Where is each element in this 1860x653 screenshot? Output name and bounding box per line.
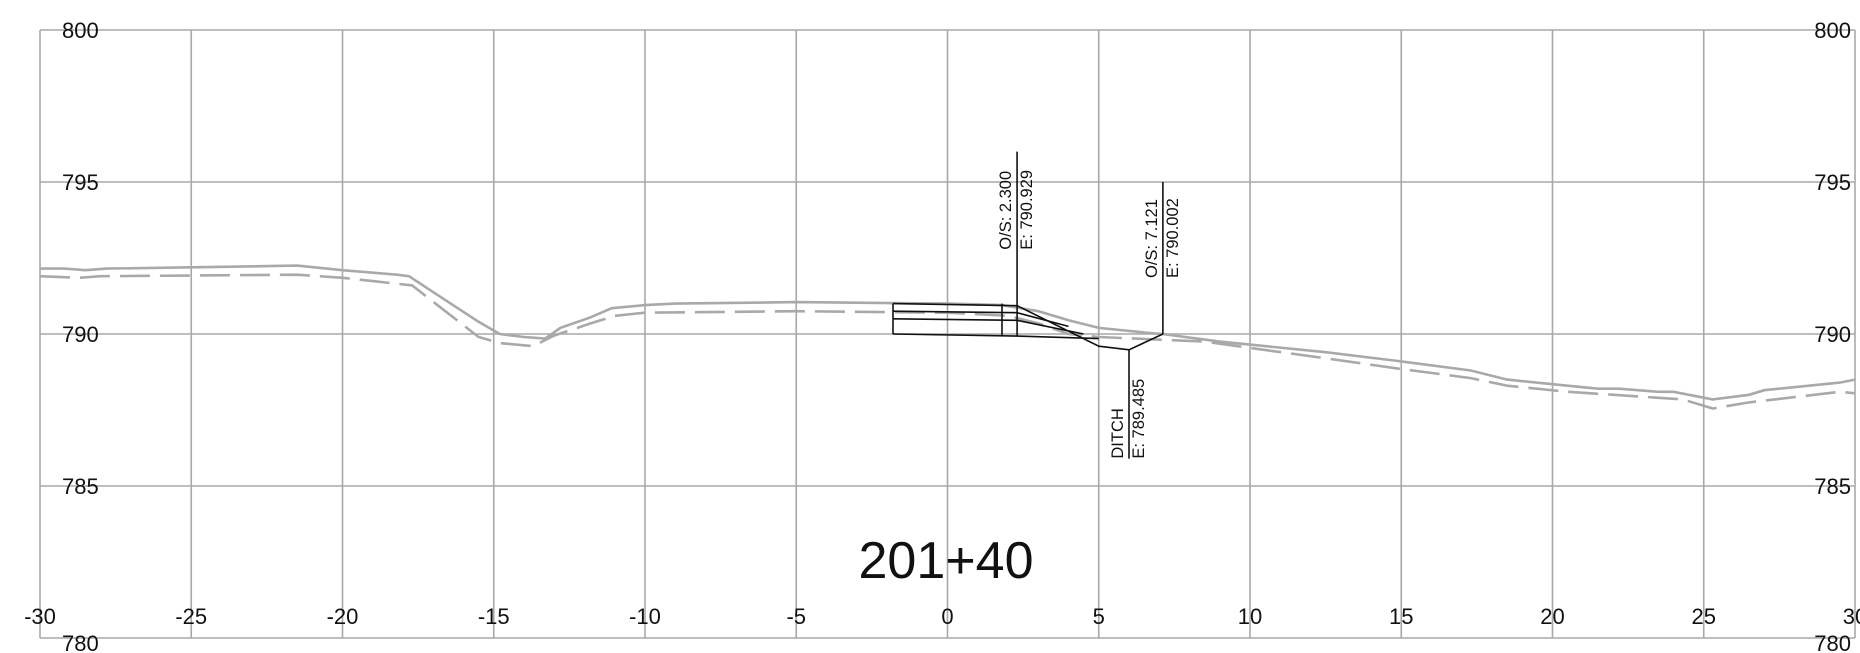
offset-tick-label: -15 (478, 604, 510, 629)
elevation-tick-label-right: 795 (1814, 170, 1851, 195)
elevation-tick-label-left: 780 (62, 631, 99, 653)
elevation-tick-label-left: 785 (62, 474, 99, 499)
callouts: O/S: 2.300 E: 790.929 O/S: 7.121 E: 790.002… (997, 151, 1182, 459)
elevation-tick-label-right: 800 (1814, 18, 1851, 43)
template-outline (892, 302, 1164, 351)
elevation-tick-label-left: 795 (62, 170, 99, 195)
offset-tick-label: -25 (175, 604, 207, 629)
proposed-template (892, 302, 1164, 351)
offset-tick-label: 25 (1692, 604, 1716, 629)
offset-tick-label: -5 (786, 604, 806, 629)
callout-text-line: E: 789.485 (1130, 379, 1148, 459)
elevation-tick-label-left: 790 (62, 322, 99, 347)
offset-tick-label: 5 (1093, 604, 1105, 629)
pavement-layer-line (892, 333, 1099, 340)
elevation-tick-label-right: 780 (1814, 631, 1851, 653)
callout-text-line: DITCH (1109, 408, 1127, 458)
elevation-tick-label-right: 785 (1814, 474, 1851, 499)
elevation-tick-label-right: 790 (1814, 322, 1851, 347)
elevation-tick-label-left: 800 (62, 18, 99, 43)
pavement-layer-line (892, 318, 1084, 335)
offset-tick-label: -10 (629, 604, 661, 629)
axis-labels: -30 -25 -20 -15 -10 -5 0 5 10 15 20 25 30 800 800 795 79… (24, 18, 1860, 653)
callout-text-line: O/S: 2.300 (997, 171, 1015, 250)
offset-tick-label: 20 (1540, 604, 1564, 629)
offset-tick-label: 10 (1238, 604, 1262, 629)
callout-text-line: O/S: 7.121 (1143, 199, 1161, 278)
offset-tick-label: 15 (1389, 604, 1413, 629)
offset-tick-label: 0 (941, 604, 953, 629)
offset-tick-label: 30 (1843, 604, 1860, 629)
offset-tick-label: -30 (24, 604, 56, 629)
callout-text-line: E: 790.002 (1164, 198, 1182, 278)
station-label: 201+40 (859, 532, 1034, 590)
grid (39, 29, 1856, 639)
callout-text-line: E: 790.929 (1018, 170, 1036, 250)
existing-ground-dashed-line (39, 273, 1856, 410)
offset-tick-label: -20 (327, 604, 359, 629)
